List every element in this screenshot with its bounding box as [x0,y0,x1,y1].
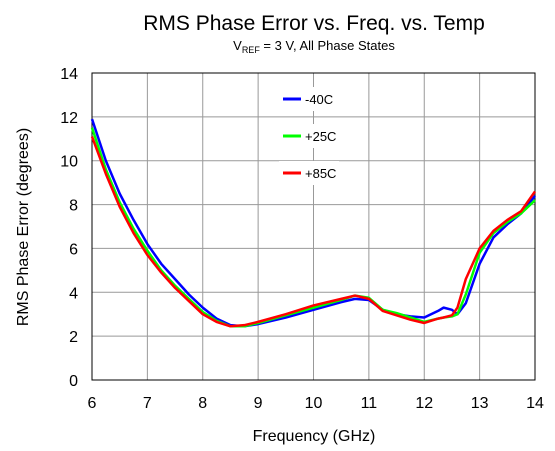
plot-border [91,72,536,381]
y-tick-label: 10 [60,154,78,171]
y-tick-label: 12 [60,110,78,127]
x-tick-label: 7 [143,395,152,412]
x-tick-label: 9 [254,395,263,412]
y-tick-label: 0 [69,373,78,390]
x-tick-label: 14 [526,395,544,412]
y-tick-label: 8 [69,198,78,215]
x-tick-label: 6 [88,395,97,412]
x-tick-label: 13 [471,395,489,412]
y-axis-label: RMS Phase Error (degrees) [15,128,32,326]
chart-title: RMS Phase Error vs. Freq. vs. Temp [143,12,485,35]
y-tick-label: 4 [69,285,78,302]
x-tick-label: 10 [305,395,323,412]
series-line [90,118,536,328]
subtitle-part: V [233,38,242,53]
subtitle-part: = 3 V, All Phase States [260,38,396,53]
subtitle-subscript: REF [242,45,261,55]
x-tick-label: 12 [415,395,433,412]
y-tick-label: 2 [69,329,78,346]
x-axis-label: Frequency (GHz) [253,428,376,445]
legend-label: -40C [305,92,333,107]
x-tick-label: 11 [361,395,378,412]
chart-subtitle: VREF = 3 V, All Phase States [233,38,395,55]
series-line [90,136,537,328]
legend-label: +85C [305,166,336,181]
x-tick-label: 8 [198,395,207,412]
y-tick-label: 6 [69,241,78,258]
legend-label: +25C [305,129,336,144]
y-tick-label: 14 [60,66,78,83]
